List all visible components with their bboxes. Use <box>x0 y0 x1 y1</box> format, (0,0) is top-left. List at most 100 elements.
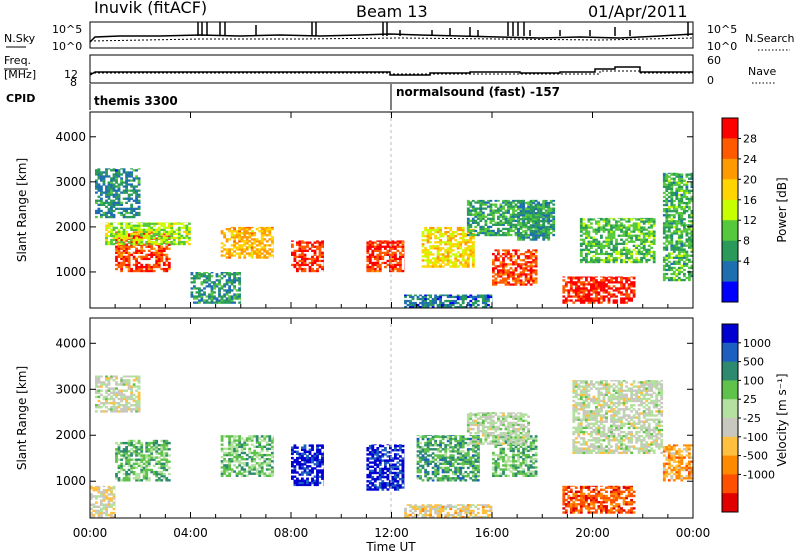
power-cell <box>582 218 586 221</box>
velocity-cell <box>401 463 405 466</box>
power-cell <box>685 254 689 257</box>
velocity-cell <box>265 435 269 438</box>
power-cell <box>487 231 490 235</box>
power-cell <box>147 265 151 269</box>
power-cell <box>394 255 397 258</box>
power-cell <box>582 285 586 288</box>
velocity-cell <box>140 452 144 455</box>
power-cell <box>512 261 515 264</box>
power-cell <box>117 255 121 258</box>
velocity-cell <box>301 446 304 449</box>
velocity-cell <box>301 454 304 458</box>
power-cell <box>672 244 676 247</box>
power-cell <box>160 240 164 244</box>
power-cell <box>436 297 440 301</box>
power-cell <box>469 201 473 204</box>
power-cell <box>522 214 525 217</box>
power-cell <box>399 251 402 254</box>
power-cell <box>612 248 616 251</box>
power-cell <box>132 240 136 244</box>
power-cell <box>529 267 533 270</box>
power-cell <box>366 267 370 271</box>
power-cell <box>620 277 623 280</box>
velocity-cell <box>401 451 405 454</box>
power-cell <box>200 295 204 298</box>
power-cell <box>386 253 390 256</box>
power-cell <box>188 226 191 229</box>
power-cell <box>512 273 515 276</box>
power-cell <box>532 261 535 264</box>
power-cell <box>519 227 523 231</box>
power-cell <box>625 289 628 292</box>
velocity-cell <box>263 445 267 448</box>
power-cell <box>421 233 425 236</box>
velocity-cell <box>298 452 302 456</box>
velocity-cell <box>386 488 390 491</box>
power-cell <box>107 209 111 213</box>
power-cell <box>228 252 231 255</box>
velocity-cell <box>373 478 377 481</box>
power-cell <box>270 226 274 229</box>
power-cell <box>620 248 623 251</box>
power-cell <box>454 265 458 268</box>
power-cell <box>120 222 123 223</box>
power-cell <box>424 249 427 252</box>
power-cell <box>492 209 495 212</box>
power-cell <box>690 236 694 239</box>
power-cell <box>595 228 598 231</box>
velocity-cell <box>396 471 400 475</box>
power-cell <box>213 287 216 290</box>
velocity-cell <box>378 486 382 489</box>
power-cell <box>552 221 556 224</box>
power-cell <box>115 193 118 196</box>
power-cell <box>567 289 571 292</box>
power-cell <box>424 228 427 232</box>
noise-right-label: N.Search <box>745 32 795 45</box>
velocity-cell <box>140 466 144 470</box>
power-cell <box>690 264 694 267</box>
noise-left-tick-lo: 10^0 <box>52 40 82 53</box>
velocity-cell <box>162 456 166 459</box>
velocity-cell <box>225 474 229 477</box>
velocity-cell <box>253 453 257 457</box>
power-cell <box>675 222 679 225</box>
power-cell <box>469 303 473 307</box>
power-cell <box>265 256 269 259</box>
power-cell <box>512 223 515 226</box>
power-cell <box>107 203 111 206</box>
velocity-cell <box>368 461 372 464</box>
velocity-cell <box>230 443 234 446</box>
velocity-cell <box>142 475 146 478</box>
power-cell <box>590 246 593 249</box>
power-cell <box>451 265 455 268</box>
power-cell <box>243 256 247 259</box>
power-cell <box>137 242 141 246</box>
power-cell <box>135 189 138 192</box>
power-cell <box>436 295 440 299</box>
power-cell <box>117 242 121 246</box>
power-cell <box>627 217 631 219</box>
power-cell <box>389 241 392 244</box>
power-cell <box>665 240 669 243</box>
power-cell <box>117 171 121 174</box>
power-cell <box>95 169 98 172</box>
power-cell <box>585 242 588 245</box>
velocity-cell <box>220 443 224 446</box>
velocity-cell <box>291 465 294 468</box>
power-cell <box>454 306 458 309</box>
power-cell <box>675 197 679 201</box>
power-cell <box>597 256 601 260</box>
power-cell <box>145 224 149 227</box>
power-cell <box>479 215 483 218</box>
velocity-cell <box>291 475 294 478</box>
power-cell <box>620 285 623 288</box>
power-cell <box>110 213 113 217</box>
power-cell <box>620 252 623 256</box>
power-cell <box>615 248 618 251</box>
power-cell <box>127 269 131 273</box>
power-cell <box>105 236 108 240</box>
power-cell <box>630 276 633 278</box>
power-cell <box>466 231 470 234</box>
power-cell <box>456 228 460 232</box>
power-cell <box>122 213 126 217</box>
